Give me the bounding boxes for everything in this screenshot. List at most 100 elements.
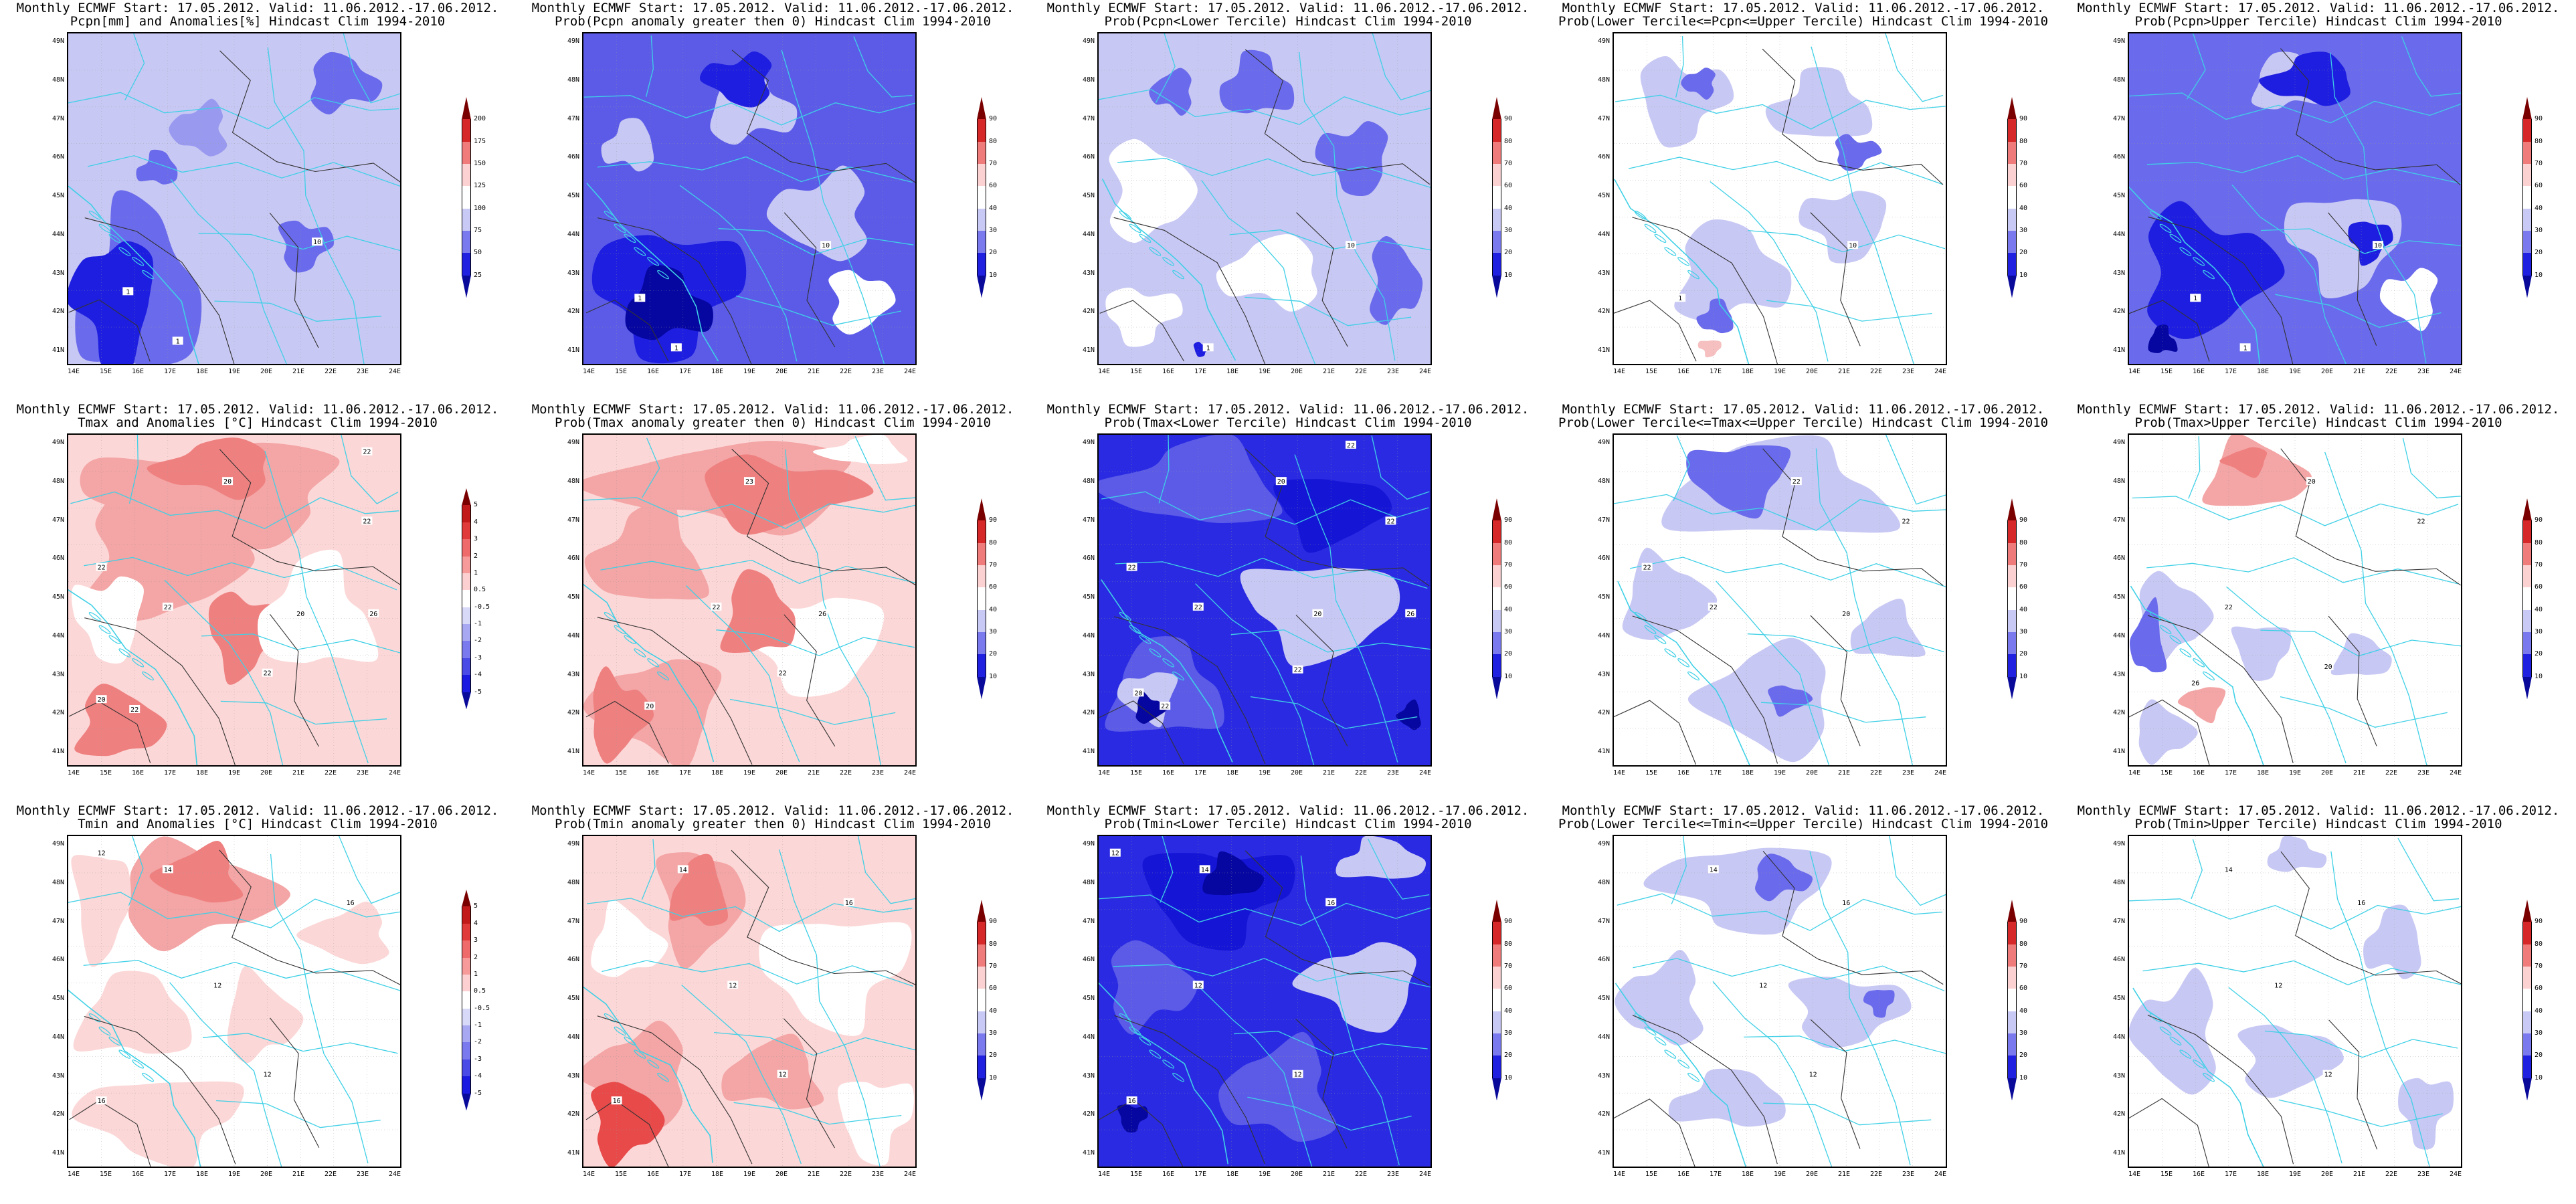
country-border xyxy=(220,700,387,725)
color-scale-swatch xyxy=(2007,186,2017,209)
color-scale-label: 10 xyxy=(2019,271,2028,279)
latitude-tick-label: 47N xyxy=(1597,114,1610,122)
color-scale-label: 90 xyxy=(2019,516,2028,524)
coastline xyxy=(583,583,715,763)
color-scale-swatch xyxy=(2522,922,2532,945)
latitude-tick-label: 47N xyxy=(567,114,579,122)
country-border xyxy=(1198,987,1313,1167)
country-border xyxy=(602,960,914,987)
map-canvas: 1 1 10 xyxy=(68,33,400,364)
country-border xyxy=(1117,158,1431,188)
shaded-region xyxy=(838,1082,915,1166)
color-scale-swatch xyxy=(2522,498,2532,521)
color-scale-swatch xyxy=(2007,275,2017,298)
svg-text:1: 1 xyxy=(1678,295,1682,302)
longitude-tick-label: 22E xyxy=(324,368,337,375)
longitude-tick-label: 19E xyxy=(1258,368,1271,375)
color-scale-swatch xyxy=(462,974,471,992)
longitude-tick-label: 17E xyxy=(1194,1171,1207,1178)
island-outline xyxy=(2179,648,2192,658)
island-outline xyxy=(1139,233,1152,243)
longitude-tick-label: 24E xyxy=(388,368,401,375)
contour-label: 12 xyxy=(777,1070,788,1079)
color-scale-swatch xyxy=(2007,253,2017,276)
shaded-region xyxy=(2379,268,2438,331)
island-outline xyxy=(142,1072,154,1082)
country-border xyxy=(716,629,915,656)
color-scale-label: 40 xyxy=(2019,1007,2028,1015)
longitude-tick-label: 16E xyxy=(646,769,660,777)
color-scale-swatch xyxy=(462,556,471,574)
shaded-region xyxy=(1370,235,1423,325)
color-scale-label: 30 xyxy=(2019,628,2028,635)
country-border xyxy=(1671,836,1687,905)
contour-line xyxy=(585,300,669,362)
color-scale-label: 30 xyxy=(2535,1029,2543,1037)
color-scale-swatch xyxy=(977,922,986,945)
contour-line xyxy=(731,448,915,586)
color-scale-label: 10 xyxy=(2535,271,2543,279)
color-scale-legend: 5 4 3 2 1 0.5 -0.5 -1 -2 -3 -4 -5 xyxy=(459,488,490,710)
country-border xyxy=(2191,839,2203,900)
longitude-tick-label: 16E xyxy=(131,368,145,375)
color-scale-swatch xyxy=(977,989,986,1012)
longitude-tick-label: 18E xyxy=(711,769,724,777)
longitude-tick-label: 19E xyxy=(1773,769,1786,777)
color-scale-label: 2 xyxy=(474,953,478,961)
shaded-region xyxy=(2177,687,2226,724)
latitude-tick-label: 48N xyxy=(1082,76,1095,84)
color-scale-label: 90 xyxy=(2019,918,2028,926)
color-scale-swatch xyxy=(1492,1033,1501,1056)
island-outline xyxy=(657,1072,669,1082)
shaded-region xyxy=(1768,685,1813,717)
color-scale-swatch xyxy=(462,488,471,506)
color-scale-swatch xyxy=(1492,989,1501,1012)
color-scale-swatch xyxy=(977,632,986,655)
color-scale-label: 90 xyxy=(989,115,998,123)
longitude-tick-label: 16E xyxy=(1677,769,1690,777)
panel-title-line2: Tmin and Anomalies [°C] Hindcast Clim 19… xyxy=(78,817,438,831)
shaded-region xyxy=(1755,854,1813,902)
shaded-region xyxy=(1105,288,1183,347)
country-border xyxy=(681,985,802,1165)
longitude-tick-label: 16E xyxy=(2192,769,2205,777)
longitude-tick-label: 23E xyxy=(1902,368,1915,375)
color-scale-swatch xyxy=(462,573,471,591)
contour-line xyxy=(1099,1099,1184,1167)
shaded-region xyxy=(227,966,304,1064)
contour-label: 22 xyxy=(1160,702,1171,710)
longitude-tick-label: 20E xyxy=(2320,1171,2334,1178)
country-border xyxy=(1294,454,1398,763)
contour-label: 20 xyxy=(222,477,234,486)
color-scale-swatch xyxy=(977,944,986,967)
longitude-tick-label: 19E xyxy=(227,769,241,777)
island-outline xyxy=(2169,635,2182,644)
shaded-region xyxy=(721,1033,824,1110)
svg-text:12: 12 xyxy=(213,982,221,989)
island-outline xyxy=(132,658,145,668)
shaded-region xyxy=(813,435,908,465)
latitude-tick-label: 42N xyxy=(1082,1110,1095,1118)
forecast-map: 14 16 12 12 16 xyxy=(582,835,917,1168)
country-border xyxy=(2226,586,2347,764)
latitude-tick-label: 44N xyxy=(2112,631,2125,639)
color-scale-swatch xyxy=(462,957,471,975)
island-outline xyxy=(614,223,626,233)
shaded-region xyxy=(591,899,668,977)
latitude-tick-label: 46N xyxy=(2112,153,2125,161)
color-scale-label: 40 xyxy=(989,1007,998,1015)
panel-title-line2: Prob(Tmax<Lower Tercile) Hindcast Clim 1… xyxy=(1104,415,1472,430)
contour-line xyxy=(2328,615,2377,746)
color-scale-label: 20 xyxy=(989,1051,998,1060)
panel-title-line2: Prob(Tmax>Upper Tercile) Hindcast Clim 1… xyxy=(2134,415,2502,430)
longitude-tick-label: 20E xyxy=(1290,769,1303,777)
color-scale-swatch xyxy=(1492,275,1501,298)
shaded-region xyxy=(2330,633,2392,676)
color-scale-label: 75 xyxy=(474,227,482,234)
color-scale-swatch xyxy=(462,186,471,209)
island-outline xyxy=(1139,1036,1152,1045)
latitude-tick-label: 49N xyxy=(1082,439,1095,446)
color-scale-label: 70 xyxy=(2535,160,2543,167)
svg-text:12: 12 xyxy=(779,1072,787,1079)
country-border xyxy=(164,579,284,765)
